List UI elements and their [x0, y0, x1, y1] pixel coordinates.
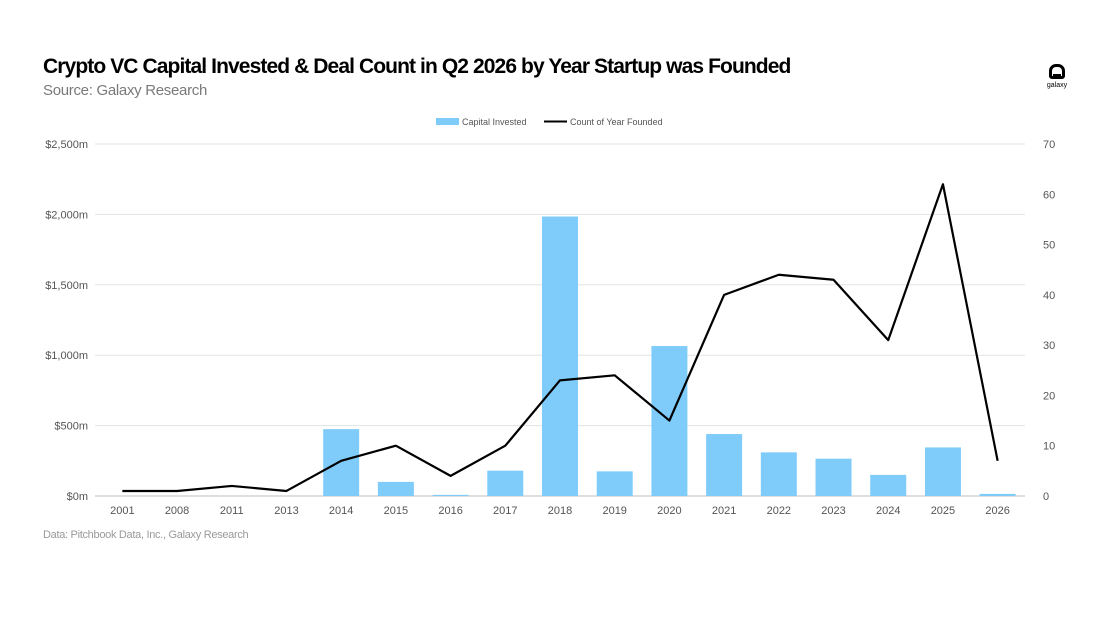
- left-tick-label: $1,500m: [45, 280, 88, 292]
- x-tick-label: 2008: [165, 505, 189, 517]
- x-tick-label: 2013: [274, 505, 298, 517]
- galaxy-logo-icon: [1049, 64, 1065, 79]
- left-tick-label: $2,000m: [45, 209, 88, 221]
- legend-label-capital: Capital Invested: [462, 117, 527, 127]
- legend: Capital Invested Count of Year Founded: [436, 117, 663, 127]
- x-tick-label: 2014: [329, 505, 353, 517]
- line-series: [122, 183, 999, 493]
- bar: [706, 434, 743, 496]
- bar: [870, 474, 907, 496]
- x-tick-label: 2001: [110, 505, 134, 517]
- bar: [487, 470, 524, 496]
- legend-swatch-capital: [436, 118, 459, 125]
- x-tick-label: 2024: [876, 505, 900, 517]
- x-tick-label: 2021: [712, 505, 736, 517]
- bar: [542, 216, 578, 496]
- chart-subtitle: Source: Galaxy Research: [43, 82, 208, 99]
- right-tick-label: 60: [1043, 189, 1055, 201]
- x-tick-label: 2026: [985, 505, 1009, 517]
- x-tick-label: 2011: [220, 505, 244, 517]
- x-tick-label: 2017: [493, 505, 517, 517]
- bar: [815, 458, 852, 496]
- data-source-note: Data: Pitchbook Data, Inc., Galaxy Resea…: [43, 529, 249, 541]
- left-tick-label: $1,000m: [45, 350, 88, 362]
- galaxy-logo: galaxy: [1040, 64, 1074, 89]
- bar: [432, 494, 469, 496]
- bar: [979, 493, 1016, 496]
- bar-series: [323, 216, 1016, 496]
- right-tick-label: 50: [1043, 240, 1055, 252]
- left-axis-labels: $0m $500m $1,000m $1,500m $2,000m $2,500m: [45, 139, 88, 503]
- bar: [377, 481, 414, 496]
- x-tick-label: 2015: [384, 505, 408, 517]
- legend-label-count: Count of Year Founded: [570, 117, 663, 127]
- right-tick-label: 10: [1043, 441, 1055, 453]
- x-tick-label: 2020: [657, 505, 681, 517]
- x-tick-label: 2023: [821, 505, 845, 517]
- left-tick-label: $0m: [67, 491, 88, 503]
- bar: [924, 447, 961, 496]
- left-tick-label: $500m: [54, 421, 88, 433]
- x-axis-labels: 2001 2008 2011 2013 2014 2015 2016 2017 2018 2019…: [110, 505, 1010, 517]
- bar: [760, 452, 797, 496]
- chart-title: Crypto VC Capital Invested & Deal Count …: [43, 55, 791, 78]
- x-tick-label: 2016: [438, 505, 462, 517]
- bar: [596, 471, 633, 496]
- right-tick-label: 40: [1043, 290, 1055, 302]
- right-tick-label: 70: [1043, 139, 1055, 151]
- right-tick-label: 30: [1043, 340, 1055, 352]
- right-tick-label: 0: [1043, 491, 1049, 503]
- bar: [323, 429, 360, 496]
- left-tick-label: $2,500m: [45, 139, 88, 151]
- right-axis-labels: 0 10 20 30 40 50 60 70: [1043, 139, 1055, 503]
- logo-text: galaxy: [1046, 82, 1068, 89]
- x-tick-label: 2019: [602, 505, 626, 517]
- x-tick-label: 2025: [931, 505, 955, 517]
- x-tick-label: 2022: [767, 505, 791, 517]
- x-tick-label: 2018: [548, 505, 572, 517]
- right-tick-label: 20: [1043, 390, 1055, 402]
